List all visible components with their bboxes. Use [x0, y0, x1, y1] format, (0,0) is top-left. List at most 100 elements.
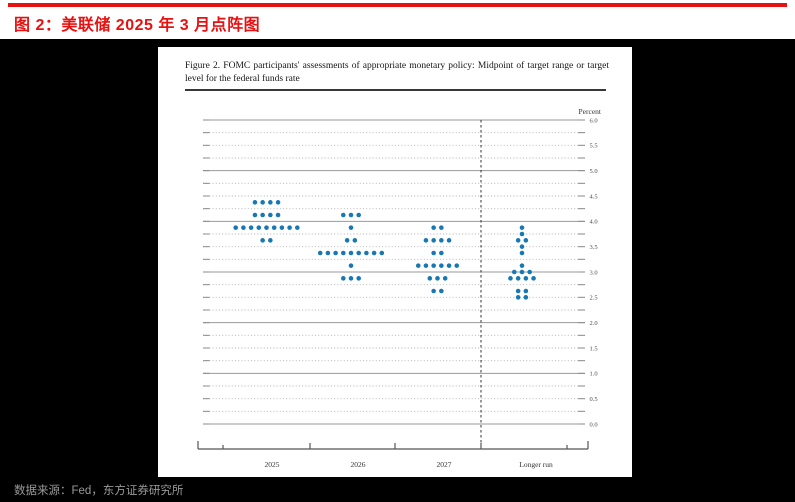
- dot: [260, 212, 265, 218]
- dot: [379, 250, 385, 256]
- dot: [344, 238, 350, 243]
- dot: [260, 200, 265, 205]
- figure-title: Figure 2. FOMC participants' assessments…: [185, 61, 609, 84]
- dot: [415, 263, 421, 268]
- svg-text:0.5: 0.5: [590, 396, 598, 403]
- dot: [233, 225, 238, 230]
- svg-text:Longer run: Longer run: [519, 460, 553, 469]
- dot: [248, 225, 254, 230]
- dot: [508, 276, 513, 281]
- dot: [523, 238, 529, 243]
- y-axis-labels: 6.0 5.5 5.0 4.5 4.0 3.5 3.0 2.5 2.0 1.5 1.0 0.5 0.0: [590, 117, 598, 428]
- dot: [439, 263, 444, 268]
- dot: [431, 238, 436, 243]
- dot: [515, 276, 521, 281]
- report-header: 图 2：美联储 2025 年 3 月点阵图: [0, 0, 795, 39]
- svg-text:4.0: 4.0: [590, 219, 598, 226]
- dot: [287, 225, 292, 230]
- svg-text:1.5: 1.5: [590, 345, 598, 352]
- svg-text:0.0: 0.0: [590, 421, 598, 428]
- dot: [348, 263, 354, 268]
- dot: [435, 276, 440, 281]
- dots-2026: [317, 212, 385, 281]
- dot: [317, 250, 323, 256]
- dot: [352, 238, 358, 243]
- dot: [341, 250, 346, 256]
- figure-title-rule: [185, 89, 606, 91]
- dot-plot-svg: 6.0 5.5 5.0 4.5 4.0 3.5 3.0 2.5 2.0 1.5 1.0 0.5 0.0 P…: [197, 107, 602, 469]
- dot: [275, 200, 281, 205]
- dot: [519, 244, 525, 249]
- accent-top-bar: [8, 3, 787, 7]
- data-source-note: 数据来源：Fed，东方证券研究所: [14, 485, 184, 497]
- x-axis-labels: 2025 2026 2027 Longer run: [265, 460, 554, 469]
- dot: [268, 238, 273, 243]
- dot: [427, 276, 433, 281]
- dot: [271, 225, 277, 230]
- svg-text:3.5: 3.5: [590, 244, 598, 251]
- dot: [252, 200, 258, 205]
- dot: [348, 276, 354, 281]
- dot: [356, 276, 361, 281]
- dot: [348, 212, 354, 218]
- y-axis-title: Percent: [579, 107, 602, 116]
- dot: [519, 231, 525, 237]
- dot: [256, 225, 262, 230]
- svg-text:1.0: 1.0: [590, 371, 598, 378]
- dot: [442, 276, 448, 281]
- x-axis: [197, 441, 589, 450]
- dot: [268, 200, 273, 205]
- dot: [356, 212, 361, 218]
- dot: [241, 225, 246, 230]
- svg-text:2025: 2025: [265, 460, 280, 469]
- svg-text:3.0: 3.0: [590, 269, 598, 276]
- dot: [341, 276, 346, 281]
- dot: [523, 276, 529, 281]
- chart-card: Figure 2. FOMC participants' assessments…: [158, 47, 632, 477]
- dot: [264, 225, 269, 230]
- dot: [348, 250, 354, 256]
- dot: [431, 288, 436, 294]
- svg-text:5.5: 5.5: [590, 143, 598, 150]
- dots-2027: [415, 225, 460, 294]
- dot: [268, 212, 273, 218]
- dot: [446, 263, 452, 268]
- dot: [356, 250, 361, 256]
- dot: [275, 212, 281, 218]
- svg-text:2.5: 2.5: [590, 295, 598, 302]
- dot: [325, 250, 331, 256]
- dot: [279, 225, 285, 230]
- dots-2025: [233, 200, 300, 243]
- dot: [519, 269, 525, 275]
- dot: [531, 276, 536, 281]
- svg-text:2026: 2026: [351, 460, 366, 469]
- page-title: 图 2：美联储 2025 年 3 月点阵图: [14, 17, 261, 34]
- dot: [523, 288, 529, 294]
- dot: [515, 288, 521, 294]
- dot: [515, 295, 521, 300]
- dots-longer-run: [508, 225, 536, 300]
- dot: [423, 263, 429, 268]
- dot: [515, 238, 521, 243]
- dot: [431, 250, 436, 256]
- dot: [431, 263, 436, 268]
- dot: [252, 212, 258, 218]
- dot: [519, 250, 525, 256]
- dot: [364, 250, 369, 256]
- dot: [523, 295, 529, 300]
- dot: [348, 225, 354, 230]
- dot: [439, 238, 444, 243]
- svg-text:5.0: 5.0: [590, 168, 598, 175]
- svg-text:2.0: 2.0: [590, 320, 598, 327]
- dot: [446, 238, 452, 243]
- dot: [439, 250, 444, 256]
- dot: [423, 238, 429, 243]
- dot: [431, 225, 436, 230]
- svg-text:2027: 2027: [437, 460, 452, 469]
- dot: [519, 263, 525, 268]
- svg-text:4.5: 4.5: [590, 193, 598, 200]
- dot: [295, 225, 300, 230]
- dot: [439, 225, 444, 230]
- dot: [260, 238, 265, 243]
- dot: [333, 250, 338, 256]
